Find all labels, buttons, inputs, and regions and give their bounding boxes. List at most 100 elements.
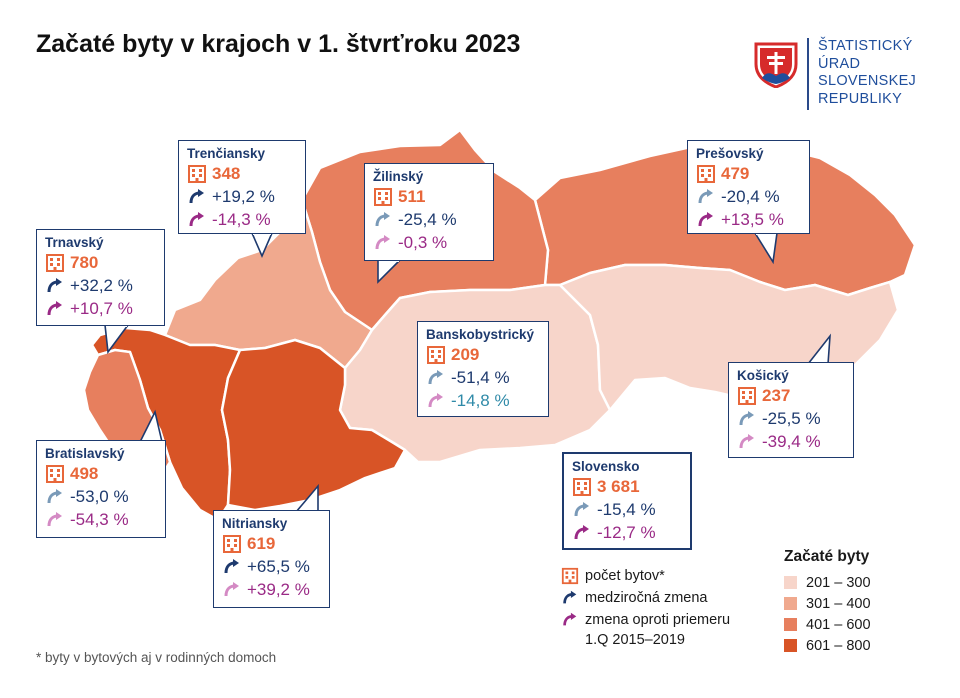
region-name: Prešovský <box>696 146 764 161</box>
callout-nitriansky: Nitriansky 619 +65,5 % +39,2 % <box>213 510 330 608</box>
logo-line: SLOVENSKEJ <box>818 73 917 89</box>
avg-change-icon <box>224 581 239 596</box>
building-icon <box>188 164 206 183</box>
avg-change: +10,7 % <box>70 298 133 318</box>
avg-change: -12,7 % <box>597 522 656 542</box>
housing-count: 511 <box>398 186 426 206</box>
avg-change: +13,5 % <box>721 209 784 229</box>
building-icon <box>738 386 756 405</box>
housing-count: 209 <box>451 344 480 364</box>
callout-trenciansky: Trenčiansky 348 +19,2 % -14,3 % <box>178 140 306 234</box>
scale-label: 201 – 300 <box>806 574 871 591</box>
yoy-change: -25,4 % <box>398 209 457 229</box>
logo-divider <box>807 38 809 110</box>
avg-change-icon <box>739 433 754 448</box>
housing-count: 348 <box>212 163 241 183</box>
yoy-change: +32,2 % <box>70 275 133 295</box>
building-icon <box>46 253 64 272</box>
avg-change-icon <box>698 211 713 226</box>
logo-line: REPUBLIKY <box>818 90 903 107</box>
yoy-change-icon <box>563 590 577 604</box>
legend-yoy-label: medziročná zmena <box>585 590 708 606</box>
scale-swatch <box>784 576 797 589</box>
avg-change: -14,8 % <box>451 390 510 410</box>
yoy-change-icon <box>428 369 443 384</box>
building-icon <box>427 345 445 364</box>
legend-yoy: medziročná zmena <box>561 588 730 608</box>
yoy-change-icon <box>224 558 239 573</box>
yoy-change: -53,0 % <box>70 486 129 506</box>
building-icon <box>46 464 64 483</box>
callout-zilinsky: Žilinský 511 -25,4 % -0,3 % <box>364 163 494 261</box>
legend-count: počet bytov* <box>561 566 730 586</box>
coat-of-arms-icon <box>754 42 798 88</box>
scale-row: 401 – 600 <box>784 614 871 635</box>
region-nitriansky <box>220 338 407 512</box>
callout-presovsky: Prešovský 479 -20,4 % +13,5 % <box>687 140 810 234</box>
avg-change-icon <box>47 511 62 526</box>
avg-change-icon <box>189 211 204 226</box>
avg-change: -39,4 % <box>762 431 821 451</box>
yoy-change-icon <box>698 188 713 203</box>
region-name: Nitriansky <box>222 516 288 531</box>
avg-change: -0,3 % <box>398 232 448 252</box>
scale-swatch <box>784 618 797 631</box>
yoy-change: -20,4 % <box>721 186 780 206</box>
logo-line: ŠTATISTICKÝ <box>818 38 913 54</box>
yoy-change: +65,5 % <box>247 556 310 576</box>
yoy-change: +19,2 % <box>212 186 275 206</box>
yoy-change: -51,4 % <box>451 367 510 387</box>
avg-change-icon <box>375 234 390 249</box>
housing-count: 780 <box>70 252 99 272</box>
building-icon <box>697 164 715 183</box>
avg-change-icon <box>574 524 589 539</box>
region-name: Slovensko <box>572 459 640 474</box>
avg-change-icon <box>47 300 62 315</box>
region-name: Banskobystrický <box>426 327 535 342</box>
yoy-change: -25,5 % <box>762 408 821 428</box>
avg-change: -14,3 % <box>212 209 271 229</box>
building-icon <box>223 534 241 553</box>
scale-title: Začaté byty <box>784 548 870 565</box>
avg-change: +39,2 % <box>247 579 310 599</box>
yoy-change-icon <box>739 410 754 425</box>
housing-count: 619 <box>247 533 276 553</box>
scale-swatch <box>784 597 797 610</box>
callout-trnavsky: Trnavský 780 +32,2 % +10,7 % <box>36 229 165 326</box>
callout-slovensko: Slovensko 3 681 -15,4 % -12,7 % <box>562 452 692 550</box>
avg-change: -54,3 % <box>70 509 129 529</box>
avg-change-icon <box>428 392 443 407</box>
region-name: Košický <box>737 368 789 383</box>
region-name: Bratislavský <box>45 446 125 461</box>
legend-count-label: počet bytov* <box>585 568 665 584</box>
scale-label: 601 – 800 <box>806 637 871 654</box>
legend-avg-label: zmena oproti priemeru <box>585 612 731 628</box>
logo-text: ŠTATISTICKÝ ÚRAD SLOVENSKEJ REPUBLIKY <box>818 38 916 108</box>
scale-label: 401 – 600 <box>806 616 871 633</box>
legend-avg: zmena oproti priemeru 1.Q 2015–2019 <box>561 610 730 650</box>
callout-kosicky: Košický 237 -25,5 % -39,4 % <box>728 362 854 458</box>
yoy-change-icon <box>189 188 204 203</box>
scale-row: 601 – 800 <box>784 635 871 656</box>
housing-count: 479 <box>721 163 750 183</box>
yoy-change-icon <box>47 277 62 292</box>
region-name: Žilinský <box>373 169 424 184</box>
yoy-change-icon <box>375 211 390 226</box>
logo-line: ÚRAD <box>818 55 861 72</box>
housing-count: 498 <box>70 463 99 483</box>
footnote: * byty v bytových aj v rodinných domoch <box>36 650 277 665</box>
scale-row: 301 – 400 <box>784 593 871 614</box>
icon-legend: počet bytov* medziročná zmena zmena opro… <box>561 566 730 652</box>
yoy-change-icon <box>574 501 589 516</box>
building-icon <box>561 567 579 585</box>
region-name: Trenčiansky <box>187 146 266 161</box>
legend-avg-period: 1.Q 2015–2019 <box>585 632 685 648</box>
page-title: Začaté byty v krajoch v 1. štvrťroku 202… <box>36 30 521 58</box>
callout-banskobystricky: Banskobystrický 209 -51,4 % -14,8 % <box>417 321 549 417</box>
statistical-office-logo: ŠTATISTICKÝ ÚRAD SLOVENSKEJ REPUBLIKY <box>754 38 954 118</box>
scale-swatch <box>784 639 797 652</box>
housing-count: 237 <box>762 385 791 405</box>
avg-change-icon <box>563 612 577 626</box>
color-scale-legend: Začaté byty 201 – 300 301 – 400 401 – 60… <box>784 548 871 656</box>
scale-label: 301 – 400 <box>806 595 871 612</box>
